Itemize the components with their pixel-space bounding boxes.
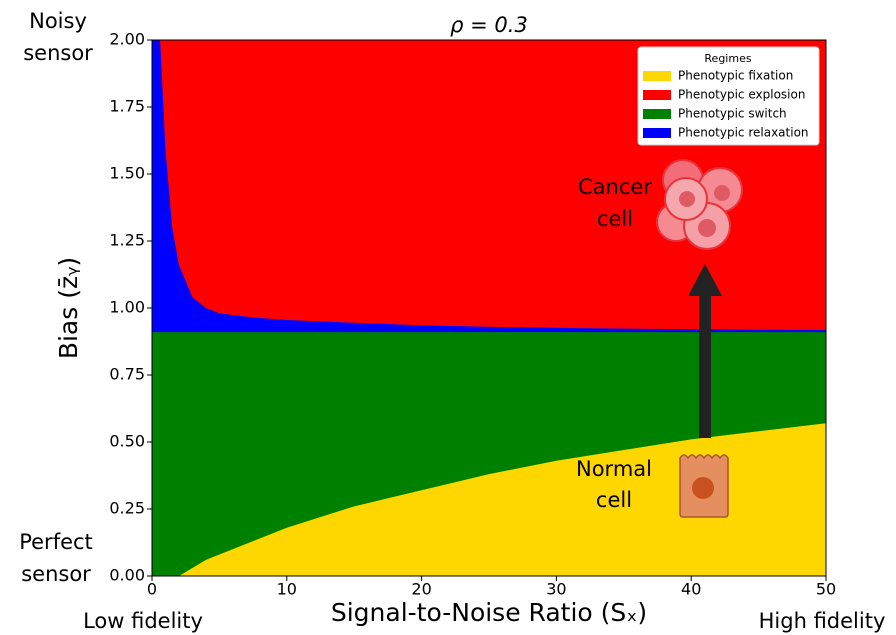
note: Cancer: [578, 175, 652, 199]
x-tick-label: 50: [816, 580, 836, 599]
legend-swatch: [643, 128, 671, 138]
y-tick-label: 0.00: [109, 566, 145, 585]
y-tick-label: 0.75: [109, 365, 145, 384]
note: Normal: [576, 457, 652, 481]
legend-label: Phenotypic relaxation: [678, 126, 809, 140]
note: High fidelity: [759, 609, 886, 633]
x-tick-label: 30: [546, 580, 566, 599]
note: sensor: [21, 562, 91, 586]
legend-title: Regimes: [704, 52, 751, 65]
x-tick-label: 20: [411, 580, 431, 599]
legend-swatch: [643, 109, 671, 119]
legend-box: [637, 46, 820, 146]
legend-swatch: [643, 90, 671, 100]
y-tick-label: 1.00: [109, 298, 145, 317]
cancer-cell-icon: [656, 159, 743, 250]
y-tick-label: 1.50: [109, 164, 145, 183]
note: Perfect: [19, 530, 93, 554]
note: Low fidelity: [83, 609, 203, 633]
nucleus: [692, 477, 714, 499]
legend-label: Phenotypic switch: [678, 107, 787, 121]
note: cell: [596, 488, 632, 512]
y-tick-label: 0.50: [109, 432, 145, 451]
note: Noisy: [29, 9, 87, 33]
arrow-head: [688, 264, 722, 296]
note: sensor: [23, 41, 93, 65]
legend-label: Phenotypic fixation: [678, 69, 793, 83]
legend-swatch: [643, 71, 671, 81]
area: [152, 423, 826, 576]
plot-areas: [152, 40, 826, 576]
y-tick-label: 1.75: [109, 97, 145, 116]
y-tick-label: 0.25: [109, 499, 145, 518]
x-tick-label: 0: [147, 580, 157, 599]
x-tick-label: 10: [277, 580, 297, 599]
y-axis-label: Bias (z̄ᵧ): [54, 257, 83, 359]
x-axis-label: Signal-to-Noise Ratio (Sₓ): [331, 598, 647, 627]
chart-title: ρ = 0.3: [450, 13, 528, 37]
y-tick-label: 1.25: [109, 231, 145, 250]
y-tick-label: 2.00: [109, 30, 145, 49]
x-tick-label: 40: [681, 580, 701, 599]
legend: Phenotypic fixation Phenotypic explosion P…: [643, 69, 809, 140]
note: cell: [597, 207, 633, 231]
legend-label: Phenotypic explosion: [678, 88, 805, 102]
